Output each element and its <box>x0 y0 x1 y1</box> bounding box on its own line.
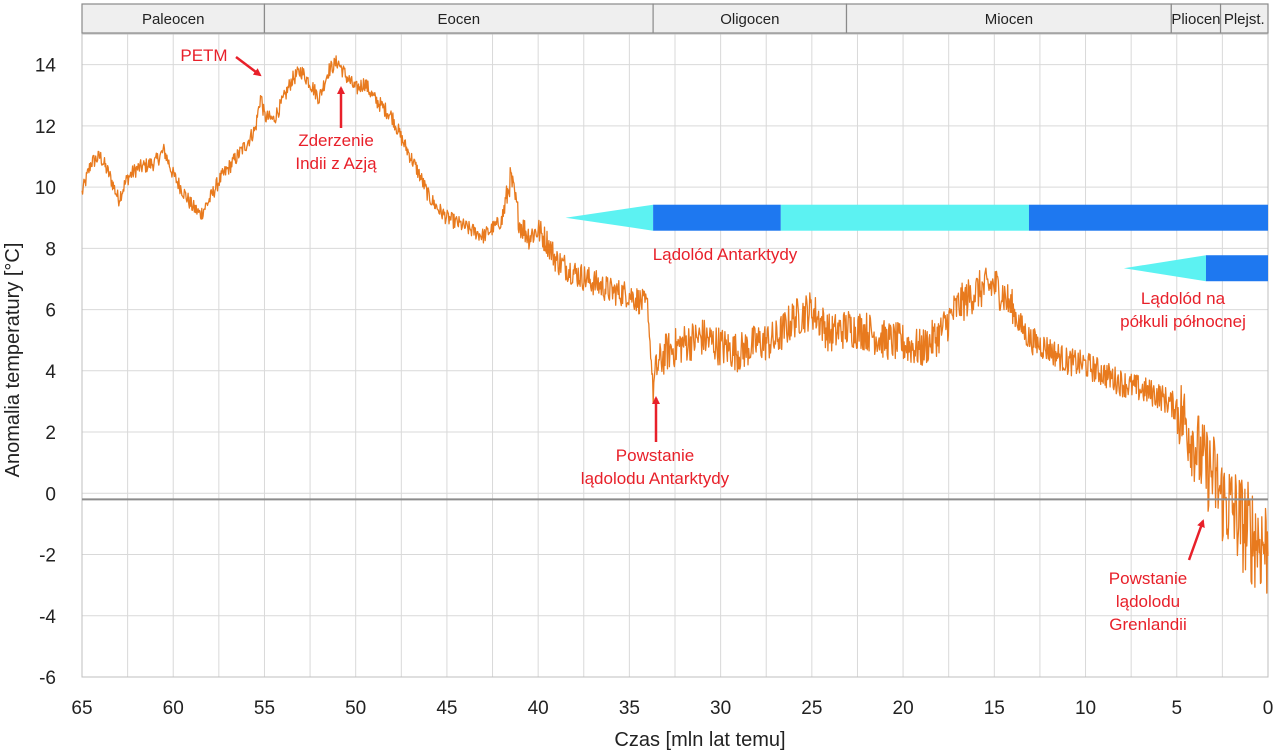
annotation-arrow <box>235 56 262 77</box>
x-tick-label: 15 <box>984 698 1005 719</box>
epoch-cell <box>1219 3 1269 34</box>
epoch-cell <box>652 3 848 34</box>
epoch-cell <box>845 3 1172 34</box>
y-tick-label: 12 <box>35 117 56 138</box>
temperature-series-line <box>81 55 1269 594</box>
epoch-label: Miocen <box>985 11 1033 28</box>
epoch-cell <box>1170 3 1222 34</box>
y-tick-label: -2 <box>39 546 56 567</box>
x-tick-label: 50 <box>345 698 366 719</box>
ice-sheet-segment <box>1205 255 1268 282</box>
annotation-northern-ice: półkuli północnej <box>1120 312 1246 331</box>
ice-sheet-segment <box>780 204 1029 231</box>
ice-sheet-taper <box>1123 255 1206 282</box>
x-tick-label: 35 <box>619 698 640 719</box>
x-tick-label: 20 <box>893 698 914 719</box>
annotation-antarctic-origin: Powstanie <box>616 446 694 465</box>
x-tick-label: 0 <box>1263 698 1274 719</box>
x-tick-label: 55 <box>254 698 275 719</box>
x-axis-title: Czas [mln lat temu] <box>614 729 785 751</box>
epoch-label: Pliocen <box>1171 11 1220 28</box>
annotation-antarctic-ice: Lądolód Antarktydy <box>653 245 798 264</box>
epoch-cell <box>81 3 266 34</box>
annotation-greenland-origin: Grenlandii <box>1109 615 1187 634</box>
x-tick-label: 60 <box>163 698 184 719</box>
annotation-india: Zderzenie <box>298 131 374 150</box>
annotation-greenland-origin: Powstanie <box>1109 569 1187 588</box>
y-tick-label: 0 <box>45 484 56 505</box>
x-tick-label: 25 <box>801 698 822 719</box>
x-tick-label: 10 <box>1075 698 1096 719</box>
plot-frame <box>81 33 1269 678</box>
y-tick-label: -6 <box>39 668 56 689</box>
epoch-label: Eocen <box>438 11 481 28</box>
y-tick-label: 8 <box>45 239 56 260</box>
ice-sheet-segment <box>653 204 781 231</box>
ice-sheet-taper <box>565 204 654 231</box>
x-tick-label: 30 <box>710 698 731 719</box>
x-tick-label: 45 <box>436 698 457 719</box>
y-tick-label: 4 <box>45 362 56 383</box>
y-tick-label: 14 <box>35 56 57 77</box>
annotation-arrow <box>1187 519 1205 561</box>
epoch-label: Oligocen <box>720 11 779 28</box>
y-axis-title: Anomalia temperatury [°C] <box>2 243 24 478</box>
y-tick-label: 10 <box>35 178 56 199</box>
x-tick-label: 5 <box>1171 698 1182 719</box>
y-tick-label: 2 <box>45 423 56 444</box>
epoch-label: Paleocen <box>142 11 205 28</box>
y-tick-label: 6 <box>45 301 56 322</box>
annotation-petm: PETM <box>180 46 227 65</box>
y-tick-label: -4 <box>39 607 56 628</box>
annotation-antarctic-origin: lądolodu Antarktydy <box>581 469 730 488</box>
ice-sheet-segment <box>1028 204 1268 231</box>
annotation-india: Indii z Azją <box>295 154 377 173</box>
annotation-northern-ice: Lądolód na <box>1141 289 1226 308</box>
annotation-greenland-origin: lądolodu <box>1116 592 1180 611</box>
x-tick-label: 40 <box>528 698 549 719</box>
epoch-label: Plejst. <box>1224 11 1265 28</box>
x-tick-label: 65 <box>71 698 92 719</box>
